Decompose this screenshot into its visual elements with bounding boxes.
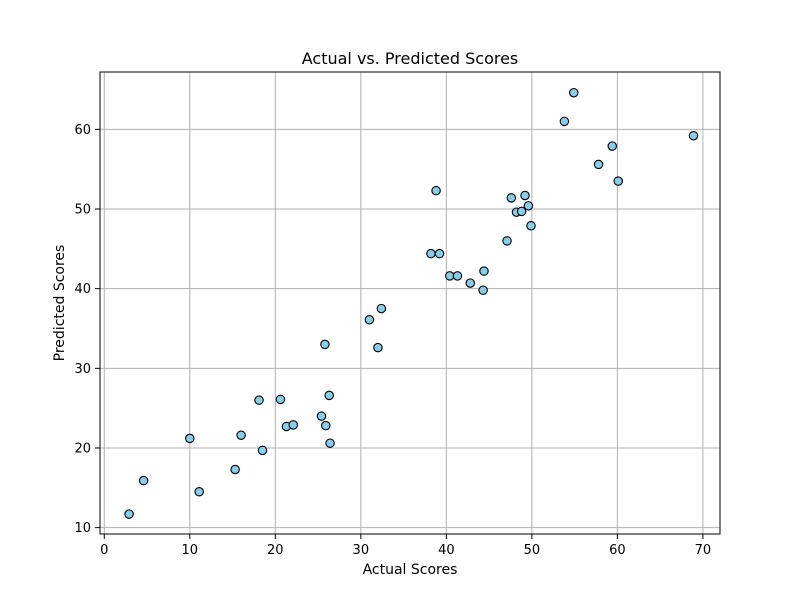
- x-tick-label: 30: [353, 543, 370, 558]
- scatter-point: [376, 303, 387, 314]
- scatter-point: [254, 395, 264, 405]
- scatter-point: [124, 509, 134, 519]
- scatter-point: [593, 159, 604, 170]
- plot-frame: [99, 71, 721, 535]
- scatter-point: [236, 430, 246, 440]
- scatter-point: [431, 185, 441, 196]
- y-tick-label: 60: [74, 123, 91, 138]
- x-tick-label: 20: [267, 543, 284, 558]
- y-axis-label: Predicted Scores: [52, 245, 68, 362]
- scatter-point: [185, 433, 195, 444]
- scatter-point: [325, 438, 335, 448]
- y-tick-label: 30: [74, 362, 91, 377]
- grid: [100, 72, 720, 534]
- x-tick-label: 50: [524, 543, 541, 558]
- y-tick-label: 10: [74, 521, 91, 536]
- scatter-point: [502, 236, 512, 246]
- scatter-point: [321, 420, 331, 431]
- scatter-point: [526, 220, 536, 231]
- x-tick-label: 10: [182, 543, 199, 558]
- scatter-point: [434, 248, 445, 259]
- data-points: [124, 87, 699, 519]
- scatter-point: [479, 266, 489, 276]
- scatter-point: [516, 206, 527, 217]
- scatter-point: [230, 464, 240, 475]
- x-tick-label: 60: [609, 543, 626, 558]
- scatter-point: [465, 278, 476, 288]
- scatter-point: [520, 190, 530, 201]
- scatter-point: [324, 390, 334, 401]
- scatter-point: [138, 475, 149, 486]
- scatter-point: [194, 487, 204, 497]
- x-tick-label: 70: [695, 543, 712, 558]
- scatter-point: [569, 87, 579, 98]
- x-tick-label: 0: [100, 543, 108, 558]
- x-axis-label: Actual Scores: [363, 562, 458, 578]
- scatter-point: [613, 176, 623, 186]
- scatter-point: [275, 394, 286, 405]
- y-tick-label: 50: [74, 203, 91, 218]
- scatter-point: [688, 130, 699, 141]
- scatter-point: [523, 201, 534, 211]
- scatter-point: [320, 339, 330, 350]
- scatter-point: [257, 445, 268, 456]
- axis-ticks: 0 10 20 30 40 50 60 70 10 20 30 40 50 60: [74, 123, 711, 558]
- scatter-point: [316, 411, 327, 421]
- scatter-point: [445, 271, 455, 281]
- scatter-point: [426, 248, 436, 259]
- scatter-point: [506, 193, 517, 203]
- scatter-point: [288, 420, 299, 430]
- scatter-point: [559, 116, 570, 127]
- x-tick-label: 40: [438, 543, 455, 558]
- scatter-point: [364, 314, 375, 325]
- scatter-point: [478, 285, 488, 296]
- chart-title: Actual vs. Predicted Scores: [302, 49, 519, 68]
- y-tick-label: 40: [74, 282, 91, 297]
- scatter-point: [373, 342, 383, 353]
- y-tick-label: 20: [74, 441, 91, 456]
- scatter-point: [452, 271, 463, 281]
- scatter-point: [607, 141, 617, 151]
